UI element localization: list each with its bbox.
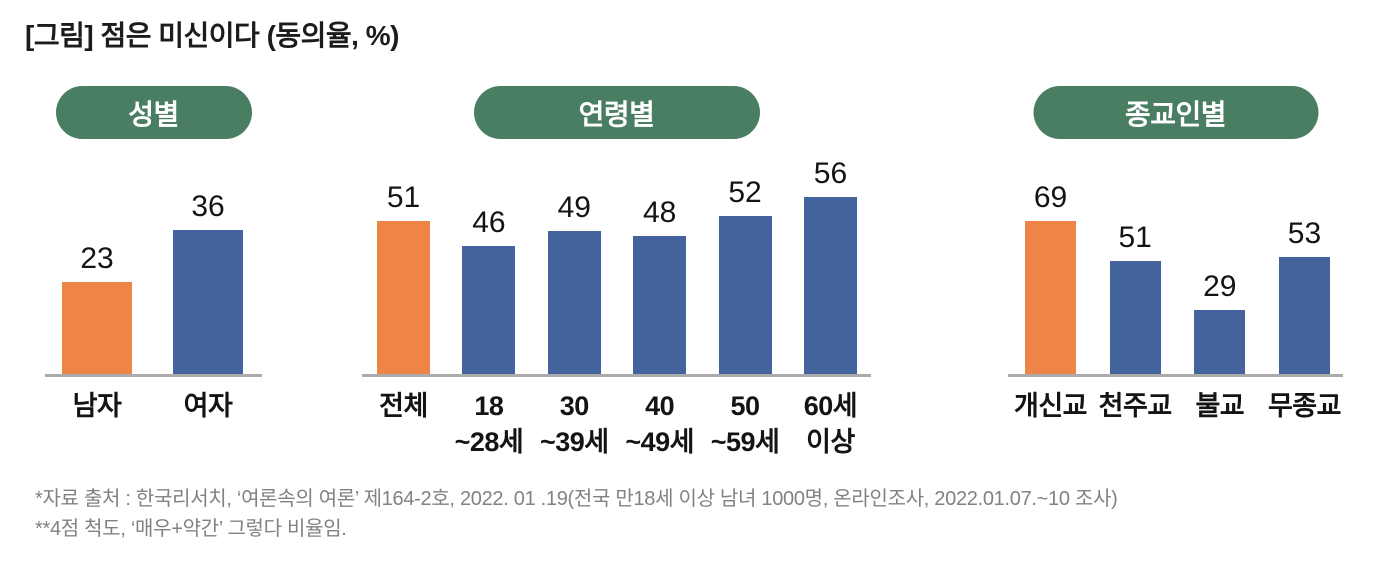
- bar-value-label: 56: [813, 157, 848, 190]
- page-title: [그림] 점은 미신이다 (동의율, %): [25, 20, 399, 51]
- bar-value-label: 29: [1203, 270, 1237, 303]
- category-label: 무종교: [1267, 391, 1342, 421]
- bar-column: 48 40 ~49세: [625, 196, 694, 458]
- bar: [633, 236, 687, 374]
- bar: [1109, 261, 1161, 374]
- category-label: 30 ~39세: [539, 391, 609, 458]
- bar: [1025, 221, 1076, 374]
- bar-value-label: 36: [191, 190, 225, 223]
- bar: [462, 246, 516, 374]
- bar-column: 29 불교: [1194, 270, 1246, 421]
- bar-column: 23 남자: [62, 242, 132, 421]
- chart-group-age: 연령별 51 전체 46 18 ~28세 49 30 ~39세 48 40 ~49세 52 50 …: [362, 86, 871, 486]
- bar-column: 36 여자: [173, 190, 243, 421]
- group-pill-gender-label: 성별: [128, 98, 179, 130]
- bar: [62, 282, 132, 374]
- footnotes: *자료 출처 : 한국리서치, ‘여론속의 여론’ 제164-2호, 2022.…: [35, 484, 1118, 544]
- group-pill-religion-label: 종교인별: [1124, 98, 1227, 130]
- plot-area-age: 51 전체 46 18 ~28세 49 30 ~39세 48 40 ~49세 52 50 ~59세…: [362, 159, 871, 458]
- bar: [377, 221, 430, 374]
- category-label: 불교: [1195, 391, 1245, 421]
- category-label: 천주교: [1098, 391, 1173, 421]
- bar: [803, 197, 857, 374]
- bar: [1278, 257, 1330, 374]
- category-label: 전체: [379, 391, 428, 421]
- bar-value-label: 23: [80, 242, 114, 275]
- bar-value-label: 51: [386, 181, 421, 214]
- bar: [547, 231, 601, 374]
- bar-value-label: 53: [1287, 217, 1322, 250]
- category-label: 40 ~49세: [625, 391, 694, 458]
- bar-column: 56 60세 이상: [803, 157, 858, 458]
- bar-value-label: 46: [472, 206, 506, 239]
- category-label: 남자: [72, 391, 122, 421]
- bar-column: 46 18 ~28세: [455, 206, 524, 458]
- bar-value-label: 52: [728, 176, 762, 209]
- category-label: 50 ~59세: [710, 391, 780, 458]
- bar-column: 51 천주교: [1099, 221, 1173, 422]
- category-label: 60세 이상: [803, 391, 858, 458]
- bar-value-label: 49: [557, 191, 591, 224]
- chart-group-religion: 종교인별 69 개신교 51 천주교 29 불교 53 무종교: [1008, 86, 1343, 486]
- bar-column: 53 무종교: [1268, 217, 1342, 422]
- bar-value-label: 48: [642, 196, 677, 229]
- bar-value-label: 51: [1118, 221, 1152, 254]
- category-label: 개신교: [1013, 391, 1088, 421]
- group-pill-age-label: 연령별: [578, 98, 655, 130]
- bar-column: 51 전체: [377, 181, 430, 421]
- category-label: 18 ~28세: [454, 391, 524, 458]
- bar-column: 69 개신교: [1014, 181, 1088, 422]
- group-pill-age: 연령별: [473, 86, 760, 139]
- bar: [173, 230, 243, 374]
- plot-area-gender: 23 남자 36 여자: [45, 177, 262, 421]
- bar-value-label: 69: [1033, 181, 1068, 214]
- group-pill-religion: 종교인별: [1033, 86, 1318, 139]
- category-label: 여자: [183, 391, 233, 421]
- bar: [718, 216, 772, 374]
- plot-area-religion: 69 개신교 51 천주교 29 불교 53 무종교: [1008, 177, 1343, 422]
- chart-group-gender: 성별 23 남자 36 여자: [45, 86, 262, 486]
- group-pill-gender: 성별: [55, 86, 252, 139]
- bar: [1194, 310, 1246, 374]
- bar-column: 52 50 ~59세: [711, 176, 780, 458]
- footnote-scale: **4점 척도, ‘매우+약간’ 그렇다 비율임.: [35, 518, 347, 540]
- footnote-source: *자료 출처 : 한국리서치, ‘여론속의 여론’ 제164-2호, 2022.…: [35, 488, 1118, 510]
- bar-column: 49 30 ~39세: [540, 191, 609, 458]
